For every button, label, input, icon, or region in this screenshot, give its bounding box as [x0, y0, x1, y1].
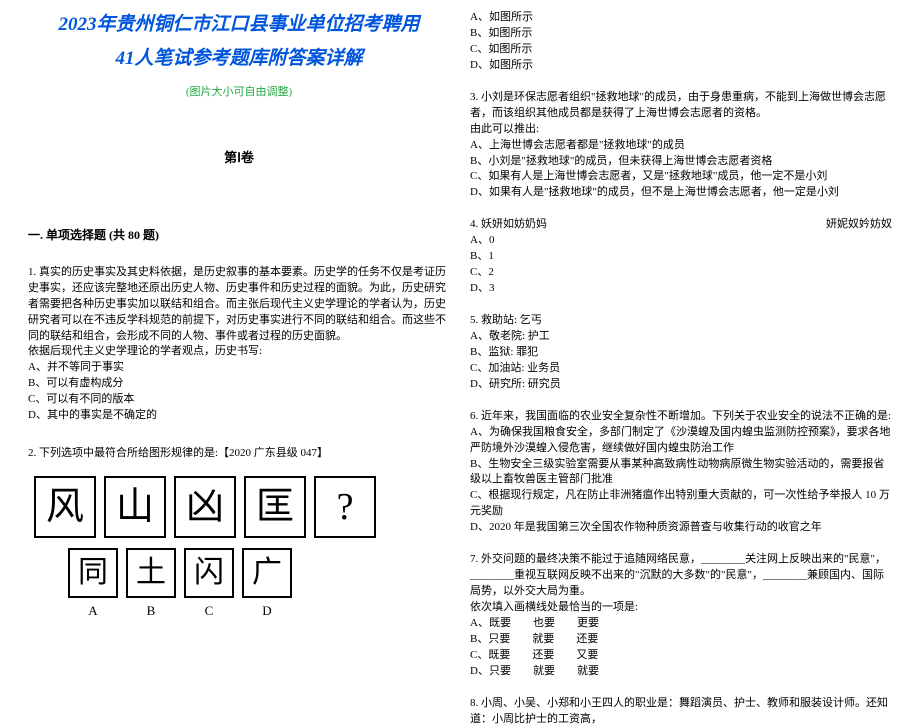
q2-opt-c: C、如图所示 — [470, 42, 892, 58]
question-3: 3. 小刘是环保志愿者组织"拯救地球"的成员，由于身患重病，不能到上海做世博会志… — [470, 90, 892, 202]
question-4: 4. 妖妍如妨奶妈 妍妮奴妗妨奴 A、0 B、1 C、2 D、3 — [470, 217, 892, 297]
q3-prompt: 由此可以推出: — [470, 122, 892, 138]
question-2: 2. 下列选项中最符合所给图形规律的是:【2020 广东县级 047】 风 山 … — [28, 446, 450, 621]
doc-subtitle: (图片大小可自由调整) — [28, 83, 450, 99]
q4-opt-b: B、1 — [470, 249, 892, 265]
doc-title-line2: 41人笔试参考题库附答案详解 — [28, 44, 450, 74]
q2-options: A、如图所示 B、如图所示 C、如图所示 D、如图所示 — [470, 10, 892, 74]
question-6: 6. 近年来，我国面临的农业安全复杂性不断增加。下列关于农业安全的说法不正确的是… — [470, 409, 892, 537]
puzzle-cell: 土 — [126, 548, 176, 598]
right-column: A、如图所示 B、如图所示 C、如图所示 D、如图所示 3. 小刘是环保志愿者组… — [460, 8, 902, 643]
q2-opt-d: D、如图所示 — [470, 58, 892, 74]
label-b: B — [126, 602, 176, 621]
q7-opt-c: C、既要 还要 又要 — [470, 648, 892, 664]
puzzle-cell: ? — [314, 476, 376, 538]
q2-puzzle: 风 山 凶 匡 ? 同 土 闪 广 A B C D — [34, 476, 450, 621]
q7-opt-b: B、只要 就要 还要 — [470, 632, 892, 648]
label-c: C — [184, 602, 234, 621]
q2-opt-b: B、如图所示 — [470, 26, 892, 42]
puzzle-cell: 风 — [34, 476, 96, 538]
q5-opt-a: A、敬老院: 护工 — [470, 329, 892, 345]
q1-opt-a: A、并不等同于事实 — [28, 360, 450, 376]
q7-prompt: 依次填入画横线处最恰当的一项是: — [470, 600, 892, 616]
q7-opt-d: D、只要 就要 就要 — [470, 664, 892, 680]
q2-labels: A B C D — [68, 602, 450, 621]
q4-opt-d: D、3 — [470, 281, 892, 297]
puzzle-cell: 匡 — [244, 476, 306, 538]
section-heading: 一. 单项选择题 (共 80 题) — [28, 226, 450, 243]
q4-opt-c: C、2 — [470, 265, 892, 281]
q5-opt-c: C、加油站: 业务员 — [470, 361, 892, 377]
q2-text: 2. 下列选项中最符合所给图形规律的是:【2020 广东县级 047】 — [28, 446, 450, 462]
q4-text: 4. 妖妍如妨奶妈 妍妮奴妗妨奴 — [470, 217, 892, 233]
puzzle-cell: 山 — [104, 476, 166, 538]
q5-opt-d: D、研究所: 研究员 — [470, 377, 892, 393]
puzzle-cell: 凶 — [174, 476, 236, 538]
q6-text: 6. 近年来，我国面临的农业安全复杂性不断增加。下列关于农业安全的说法不正确的是… — [470, 409, 892, 425]
q4-opt-a: A、0 — [470, 233, 892, 249]
q7-text: 7. 外交问题的最终决策不能过于追随网络民意，________关注网上反映出来的… — [470, 552, 892, 600]
label-a: A — [68, 602, 118, 621]
q4-right: 妍妮奴妗妨奴 — [826, 217, 892, 233]
q7-opt-a: A、既要 也要 更要 — [470, 616, 892, 632]
question-7: 7. 外交问题的最终决策不能过于追随网络民意，________关注网上反映出来的… — [470, 552, 892, 680]
q2-opt-a: A、如图所示 — [470, 10, 892, 26]
q2-row-top: 风 山 凶 匡 ? — [34, 476, 450, 538]
q1-opt-c: C、可以有不同的版本 — [28, 392, 450, 408]
volume-heading: 第Ⅰ卷 — [28, 147, 450, 166]
q1-opt-d: D、其中的事实是不确定的 — [28, 408, 450, 424]
q3-opt-a: A、上海世博会志愿者都是"拯救地球"的成员 — [470, 138, 892, 154]
q3-opt-b: B、小刘是"拯救地球"的成员，但未获得上海世博会志愿者资格 — [470, 154, 892, 170]
q5-text: 5. 救助站: 乞丐 — [470, 313, 892, 329]
q6-opt-a: A、为确保我国粮食安全，多部门制定了《沙漠蝗及国内蝗虫监测防控预案》，要求各地严… — [470, 425, 892, 457]
question-5: 5. 救助站: 乞丐 A、敬老院: 护工 B、监狱: 罪犯 C、加油站: 业务员… — [470, 313, 892, 393]
q6-opt-b: B、生物安全三级实验室需要从事某种高致病性动物病原微生物实验活动的，需要报省级以… — [470, 457, 892, 489]
doc-title-line1: 2023年贵州铜仁市江口县事业单位招考聘用 — [28, 10, 450, 40]
q3-opt-c: C、如果有人是上海世博会志愿者，又是"拯救地球"成员，他一定不是小刘 — [470, 169, 892, 185]
q4-left: 4. 妖妍如妨奶妈 — [470, 217, 547, 233]
left-column: 2023年贵州铜仁市江口县事业单位招考聘用 41人笔试参考题库附答案详解 (图片… — [18, 8, 460, 643]
puzzle-cell: 广 — [242, 548, 292, 598]
q1-prompt: 依据后现代主义史学理论的学者观点，历史书写: — [28, 344, 450, 360]
question-8: 8. 小周、小吴、小郑和小王四人的职业是：舞蹈演员、护士、教师和服装设计师。还知… — [470, 696, 892, 728]
q3-text: 3. 小刘是环保志愿者组织"拯救地球"的成员，由于身患重病，不能到上海做世博会志… — [470, 90, 892, 122]
puzzle-cell: 闪 — [184, 548, 234, 598]
q5-opt-b: B、监狱: 罪犯 — [470, 345, 892, 361]
puzzle-cell: 同 — [68, 548, 118, 598]
question-1: 1. 真实的历史事实及其史料依据，是历史叙事的基本要素。历史学的任务不仅是考证历… — [28, 265, 450, 424]
q6-opt-d: D、2020 年是我国第三次全国农作物种质资源普查与收集行动的收官之年 — [470, 520, 892, 536]
label-d: D — [242, 602, 292, 621]
q8-text: 8. 小周、小吴、小郑和小王四人的职业是：舞蹈演员、护士、教师和服装设计师。还知… — [470, 696, 892, 728]
q6-opt-c: C、根据现行规定，凡在防止非洲猪瘟作出特别重大贡献的，可一次性给予举报人 10 … — [470, 488, 892, 520]
q1-text: 1. 真实的历史事实及其史料依据，是历史叙事的基本要素。历史学的任务不仅是考证历… — [28, 265, 450, 345]
q3-opt-d: D、如果有人是"拯救地球"的成员，但不是上海世博会志愿者，他一定是小刘 — [470, 185, 892, 201]
q1-opt-b: B、可以有虚构成分 — [28, 376, 450, 392]
q2-row-bottom: 同 土 闪 广 — [68, 548, 450, 598]
